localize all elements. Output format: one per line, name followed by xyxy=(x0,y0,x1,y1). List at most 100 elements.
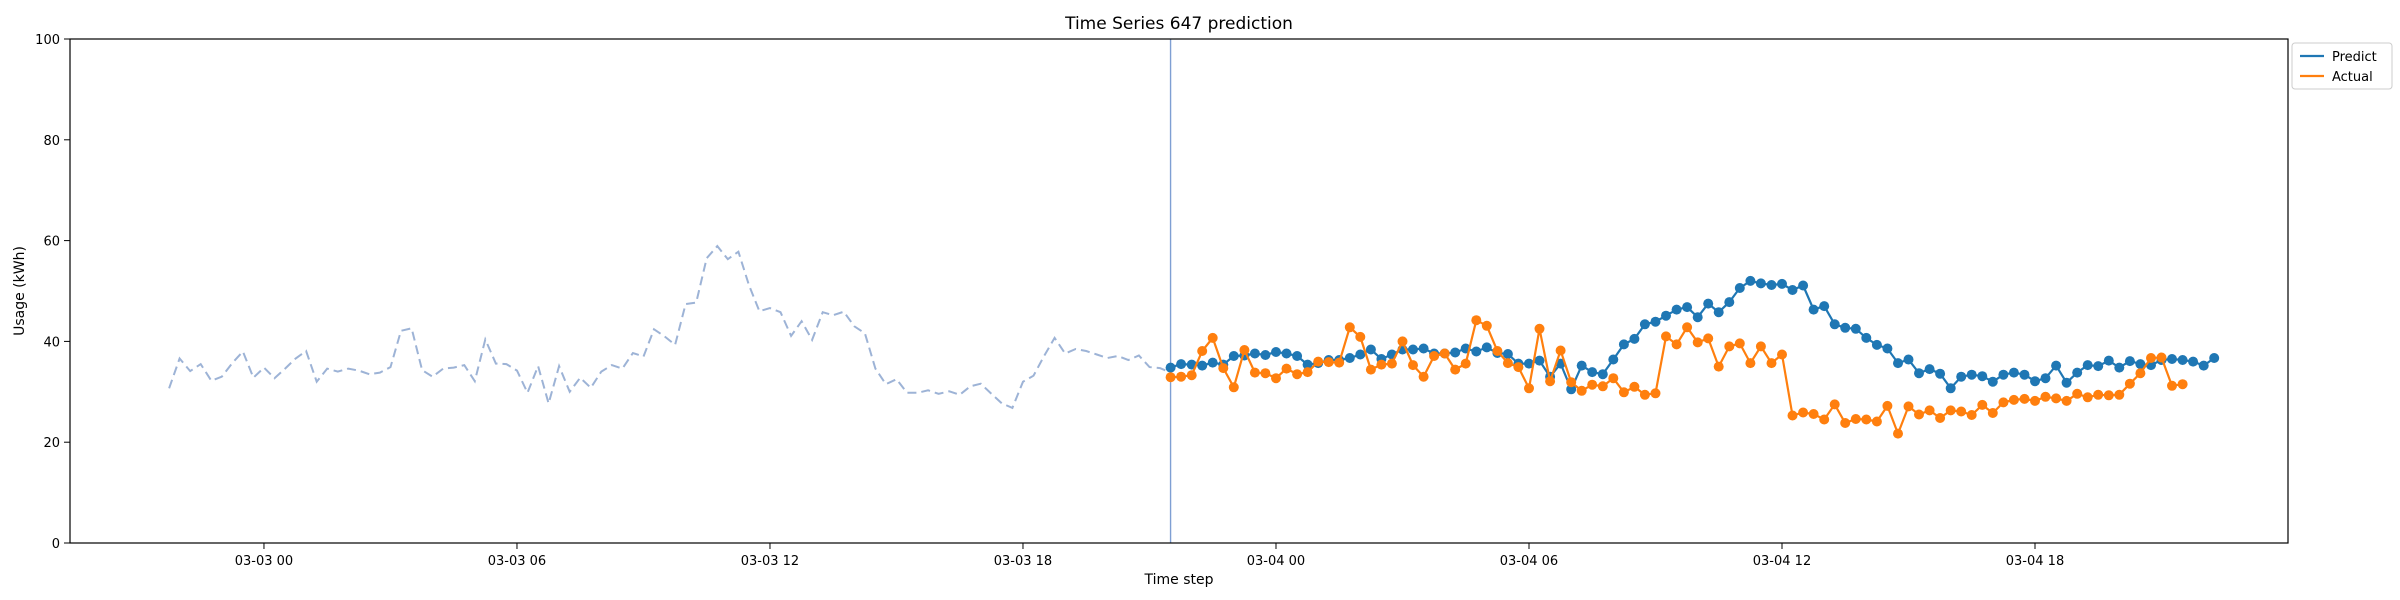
predict-point xyxy=(1207,357,1218,368)
predict-point xyxy=(1587,367,1598,378)
predict-point xyxy=(1281,348,1292,359)
predict-point xyxy=(1829,319,1840,330)
actual-point xyxy=(1745,358,1756,369)
predict-point xyxy=(1597,369,1608,380)
actual-point xyxy=(2061,395,2072,406)
actual-point xyxy=(1850,414,1861,424)
actual-point xyxy=(1165,372,1176,383)
legend-label: Predict xyxy=(2332,50,2377,65)
actual-point xyxy=(1302,367,1313,378)
predict-point xyxy=(2072,367,2083,378)
actual-point xyxy=(2156,352,2167,363)
actual-point xyxy=(1914,409,1924,420)
predict-point xyxy=(1650,316,1661,327)
actual-point xyxy=(1893,428,1903,439)
actual-point xyxy=(1513,362,1524,373)
x-tick-label: 03-03 00 xyxy=(235,554,293,569)
actual-point xyxy=(1281,363,1292,374)
actual-point xyxy=(1524,383,1534,394)
predict-point xyxy=(2167,354,2177,364)
predict-point xyxy=(1661,310,1671,321)
predict-point xyxy=(1534,355,1545,366)
legend-label: Actual xyxy=(2332,70,2373,85)
x-axis: 03-03 00 03-03 06 03-03 12 03-03 18 03-04 00… xyxy=(235,543,2064,569)
actual-point xyxy=(1639,389,1650,400)
predict-point xyxy=(2030,376,2040,387)
predict-point xyxy=(1966,369,1977,380)
predict-point xyxy=(2103,355,2114,366)
actual-point xyxy=(1534,323,1545,334)
legend-box xyxy=(2291,42,2393,90)
predict-point xyxy=(1481,342,1492,353)
predict-point xyxy=(1365,344,1376,355)
predict-point xyxy=(2209,353,2220,363)
actual-point xyxy=(1344,322,1355,333)
actual-point xyxy=(2008,394,2019,405)
predict-point xyxy=(1639,319,1650,330)
x-tick-label: 03-04 00 xyxy=(1247,554,1305,569)
actual-point xyxy=(1313,356,1324,367)
actual-point xyxy=(1386,358,1397,369)
actual-point xyxy=(1808,409,1819,419)
predict-point xyxy=(1176,359,1187,370)
actual-point xyxy=(1492,346,1503,356)
actual-point xyxy=(1935,413,1946,423)
x-tick-label: 03-04 18 xyxy=(2006,554,2064,569)
predict-point xyxy=(1692,312,1703,323)
actual-point xyxy=(2135,368,2146,379)
predict-point xyxy=(1450,347,1461,358)
predict-point xyxy=(1998,369,2009,380)
predict-point xyxy=(1566,384,1577,395)
actual-point xyxy=(1945,405,1956,416)
actual-point xyxy=(2124,378,2135,389)
predict-point xyxy=(1292,351,1303,361)
actual-point xyxy=(1618,387,1629,398)
actual-point xyxy=(2177,379,2188,390)
actual-point xyxy=(1228,382,1239,393)
actual-point xyxy=(1334,357,1345,368)
x-tick-label: 03-03 12 xyxy=(741,554,799,569)
predict-point xyxy=(1249,348,1260,359)
actual-point xyxy=(1207,332,1218,343)
actual-point xyxy=(1271,373,1281,384)
actual-point xyxy=(1292,369,1303,380)
x-axis-label: Time step xyxy=(1144,572,1214,588)
actual-point xyxy=(1587,379,1598,390)
predict-point xyxy=(1787,285,1798,295)
predict-point xyxy=(1418,343,1429,354)
predict-point xyxy=(2114,362,2125,373)
actual-point xyxy=(1439,348,1450,359)
predict-point xyxy=(1893,358,1903,369)
predict-point xyxy=(1766,280,1777,290)
actual-point xyxy=(1186,370,1197,381)
predict-point xyxy=(1798,280,1809,291)
predict-point xyxy=(1850,323,1861,334)
y-tick-label: 60 xyxy=(43,235,60,250)
actual-point xyxy=(1798,407,1809,418)
actual-point xyxy=(1903,401,1914,412)
predict-point xyxy=(1197,360,1208,371)
actual-point xyxy=(1724,341,1735,352)
actual-series-line xyxy=(1170,318,2183,437)
actual-point xyxy=(1840,418,1851,428)
actual-point xyxy=(1956,406,1967,417)
actual-point xyxy=(1924,405,1935,416)
predict-point xyxy=(1271,347,1281,357)
predict-point xyxy=(1745,275,1756,286)
predict-point xyxy=(2093,361,2104,372)
actual-point xyxy=(1650,388,1661,399)
predict-point xyxy=(1302,359,1313,370)
predict-point xyxy=(2008,367,2019,378)
predict-point xyxy=(1671,304,1682,315)
predict-series-line xyxy=(1170,279,2215,393)
actual-point xyxy=(2030,395,2040,406)
actual-point xyxy=(1861,414,1872,425)
predict-point xyxy=(1471,346,1482,357)
actual-point xyxy=(1408,360,1418,371)
predict-point xyxy=(2061,377,2072,388)
actual-point xyxy=(1998,397,2009,408)
predict-point xyxy=(1808,304,1819,315)
predict-point xyxy=(1861,332,1872,343)
predict-point xyxy=(1618,339,1629,350)
